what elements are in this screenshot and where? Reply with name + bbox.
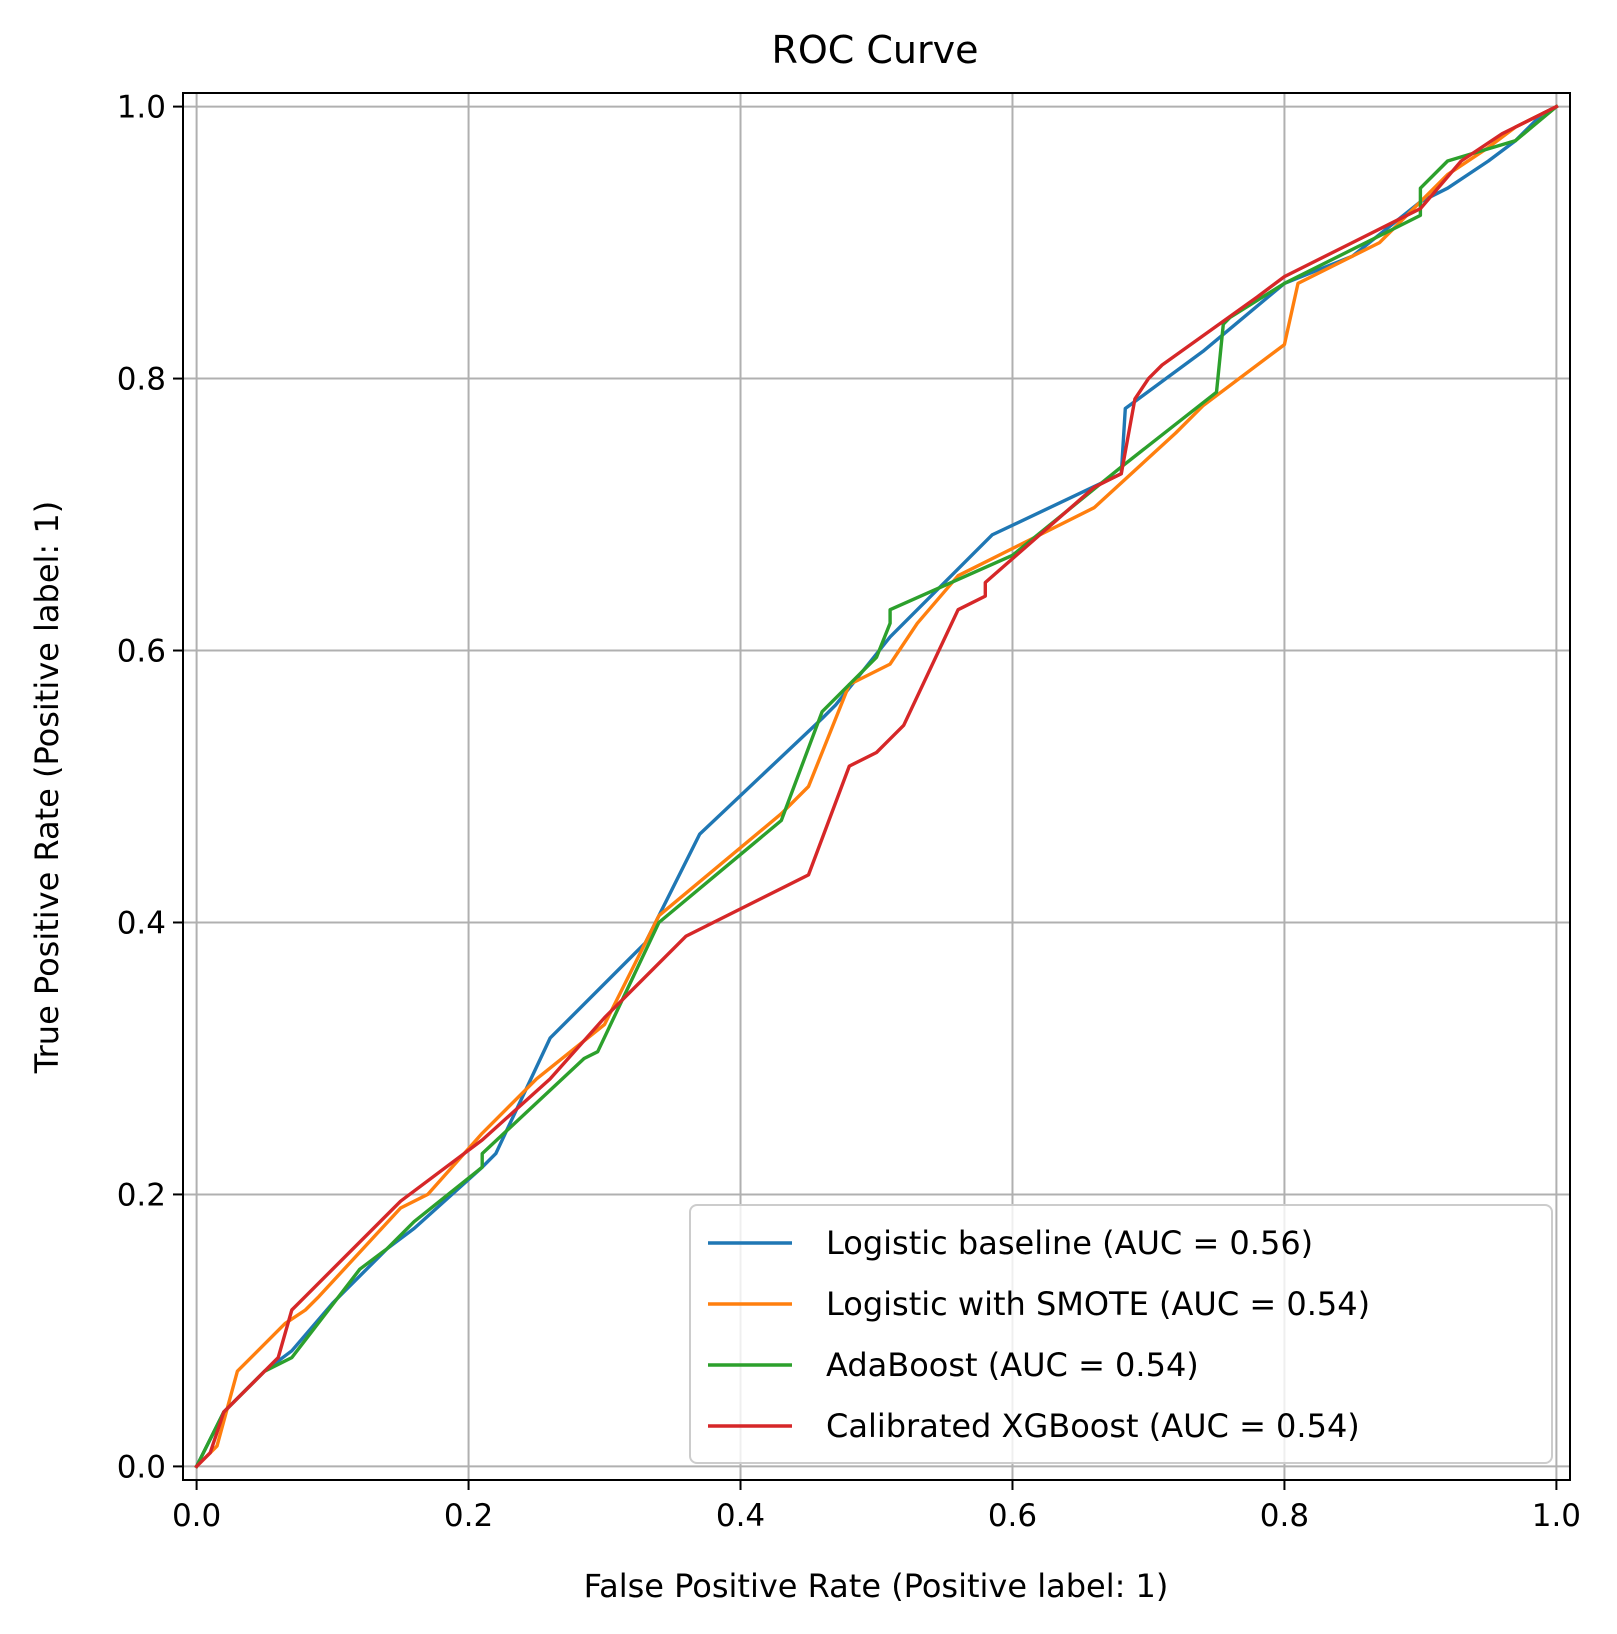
x-tick-label: 0.8 <box>1260 1498 1309 1534</box>
legend-label: AdaBoost (AUC = 0.54) <box>826 1346 1199 1384</box>
x-tick-label: 0.2 <box>444 1498 493 1534</box>
chart-title: ROC Curve <box>771 28 978 72</box>
legend-label: Logistic baseline (AUC = 0.56) <box>826 1224 1313 1262</box>
x-tick-label: 0.4 <box>716 1498 765 1534</box>
y-tick-label: 0.0 <box>117 1449 166 1485</box>
y-tick-label: 1.0 <box>117 90 166 126</box>
x-tick-label: 0.0 <box>172 1498 221 1534</box>
legend-label: Calibrated XGBoost (AUC = 0.54) <box>826 1407 1360 1445</box>
x-tick-label: 0.6 <box>988 1498 1037 1534</box>
series-lines <box>194 104 1559 1469</box>
y-tick-label: 0.6 <box>117 634 166 670</box>
y-tick-label: 0.2 <box>117 1177 166 1213</box>
legend-label: Logistic with SMOTE (AUC = 0.54) <box>826 1285 1370 1323</box>
series-line-4 <box>194 104 1559 1469</box>
series-line-3 <box>194 104 1559 1469</box>
axis-ticks: 0.0 0.2 0.4 0.6 0.8 1.0 0.0 0.2 0.4 0.6 0.8 1.0 <box>117 90 1581 1534</box>
y-tick-label: 0.8 <box>117 362 166 398</box>
plot-frame <box>182 92 1571 1481</box>
legend-entries: Logistic baseline (AUC = 0.56) Logistic w… <box>708 1224 1370 1445</box>
legend: Logistic baseline (AUC = 0.56) Logistic w… <box>689 1204 1553 1464</box>
x-tick-label: 1.0 <box>1532 1498 1581 1534</box>
grid <box>183 93 1570 1480</box>
legend-box <box>689 1204 1553 1464</box>
y-axis-label: True Positive Rate (Positive label: 1) <box>28 501 66 1074</box>
y-tick-label: 0.4 <box>117 905 166 941</box>
x-axis-label: False Positive Rate (Positive label: 1) <box>584 1567 1169 1605</box>
